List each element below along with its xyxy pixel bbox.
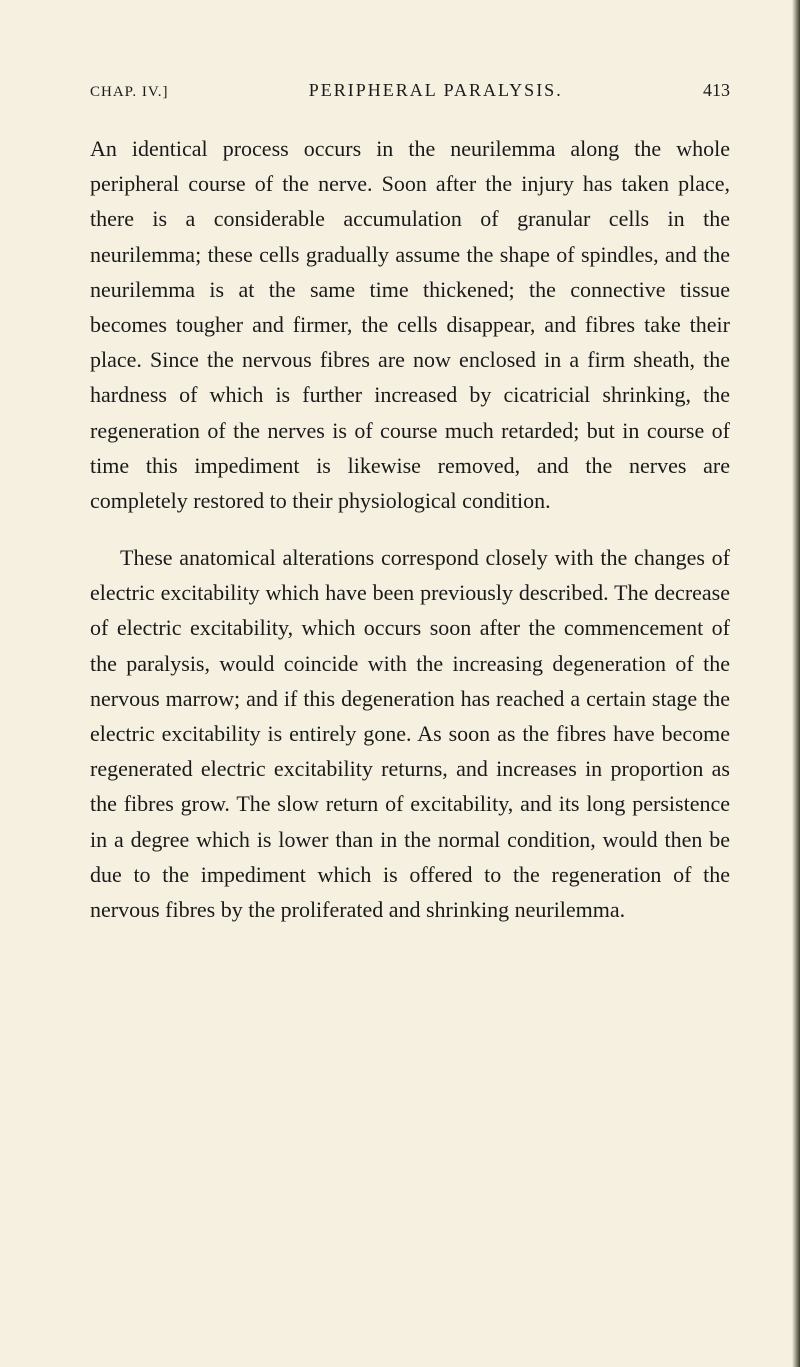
page-header: CHAP. IV.] PERIPHERAL PARALYSIS. 413 [90,80,730,101]
paragraph-1: An identical process occurs in the neuri… [90,131,730,518]
page-number: 413 [703,80,730,101]
chapter-label: CHAP. IV.] [90,84,169,101]
body-text: An identical process occurs in the neuri… [90,131,730,927]
page-title: PERIPHERAL PARALYSIS. [169,80,704,101]
page-edge-shadow [792,0,800,1367]
paragraph-2: These anatomical alterations correspond … [90,540,730,927]
book-page: CHAP. IV.] PERIPHERAL PARALYSIS. 413 An … [0,0,800,1367]
